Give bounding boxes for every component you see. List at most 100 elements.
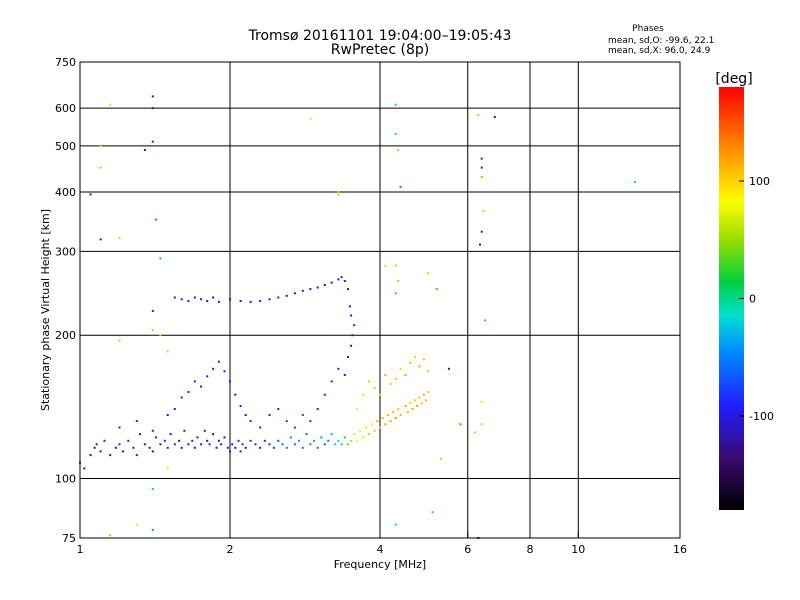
data-point	[399, 367, 402, 370]
data-point	[154, 218, 157, 221]
data-point	[191, 439, 194, 442]
data-point	[350, 344, 353, 347]
data-point	[477, 114, 480, 117]
data-point	[200, 385, 203, 388]
data-point	[480, 423, 483, 426]
data-point	[93, 446, 96, 449]
data-point	[634, 180, 637, 183]
data-point	[217, 360, 220, 363]
data-point	[323, 393, 326, 396]
data-point	[193, 446, 196, 449]
data-point	[427, 272, 430, 275]
x-tick-labels: 1 2 4 6 8 10 16	[77, 532, 687, 556]
data-point	[151, 95, 154, 98]
data-point	[99, 450, 102, 453]
data-point	[392, 410, 395, 413]
data-point	[389, 420, 392, 423]
data-point	[413, 356, 416, 358]
data-point	[132, 446, 135, 449]
data-point	[173, 296, 176, 299]
data-point	[394, 417, 397, 419]
y-axis-label: Stationary phase Virtual Height [km]	[39, 209, 52, 411]
data-point	[183, 429, 186, 432]
data-point	[356, 439, 359, 442]
data-point	[353, 324, 356, 327]
data-point	[163, 439, 166, 442]
data-point	[229, 450, 231, 453]
data-point	[459, 423, 462, 426]
data-point	[293, 443, 296, 446]
colorbar-tick-label: -100	[749, 410, 774, 423]
data-point	[493, 115, 496, 118]
data-point	[356, 408, 359, 410]
data-point	[277, 408, 280, 410]
data-point	[114, 446, 117, 449]
data-point	[139, 433, 142, 436]
data-point	[154, 436, 157, 439]
stats-x-line: mean, sd,X: 96.0, 24.9	[608, 46, 711, 56]
data-point	[397, 408, 400, 410]
data-point	[231, 443, 234, 446]
data-point	[109, 454, 112, 457]
data-point	[122, 450, 124, 453]
data-point	[367, 380, 370, 383]
data-point	[159, 257, 162, 260]
data-point	[118, 237, 121, 240]
data-point	[118, 339, 121, 342]
data-point	[427, 391, 430, 393]
data-point	[316, 446, 319, 449]
data-point	[285, 420, 288, 423]
data-point	[416, 405, 419, 407]
data-point	[409, 361, 412, 364]
data-point	[347, 356, 349, 358]
data-point	[244, 446, 247, 449]
data-point	[103, 439, 106, 442]
data-point	[180, 396, 183, 399]
data-point	[208, 443, 211, 446]
data-point	[327, 439, 330, 442]
data-point	[323, 443, 326, 446]
data-point	[259, 426, 262, 429]
data-point	[239, 450, 242, 453]
stats-o-line: mean, sd,O: -99.6, 22.1	[608, 36, 714, 46]
data-point	[83, 467, 86, 470]
data-point	[118, 443, 121, 446]
data-point	[234, 446, 237, 449]
data-point	[397, 280, 400, 282]
data-point	[313, 439, 316, 442]
data-point	[166, 414, 169, 416]
data-point	[226, 446, 229, 449]
data-point	[389, 383, 392, 385]
data-point	[330, 433, 333, 436]
data-point	[370, 423, 373, 426]
colorbar-ticks: 100 0 -100	[739, 175, 774, 423]
data-point	[397, 149, 400, 151]
data-point	[254, 443, 257, 446]
data-point	[249, 300, 252, 303]
data-point	[373, 386, 376, 389]
y-tick-label: 75	[62, 532, 76, 545]
data-point	[159, 443, 162, 446]
data-point	[337, 193, 340, 196]
data-point	[479, 243, 481, 246]
data-point	[323, 284, 326, 286]
data-point	[348, 305, 351, 308]
data-point	[109, 103, 112, 106]
data-point	[135, 523, 138, 526]
data-point	[353, 433, 356, 436]
data-point	[404, 405, 407, 407]
data-point	[118, 426, 121, 429]
y-tick-label: 200	[55, 329, 76, 342]
colorbar-label: [deg]	[715, 71, 752, 87]
data-point	[217, 439, 220, 442]
data-point	[143, 149, 146, 151]
data-point	[217, 300, 220, 303]
data-point	[151, 107, 154, 110]
colorbar-tick-label: 100	[749, 175, 770, 188]
data-point	[301, 289, 304, 292]
data-point	[305, 433, 308, 436]
data-point	[384, 374, 387, 376]
data-point	[394, 132, 397, 135]
x-tick-label: 8	[527, 543, 534, 556]
data-point	[200, 443, 203, 446]
